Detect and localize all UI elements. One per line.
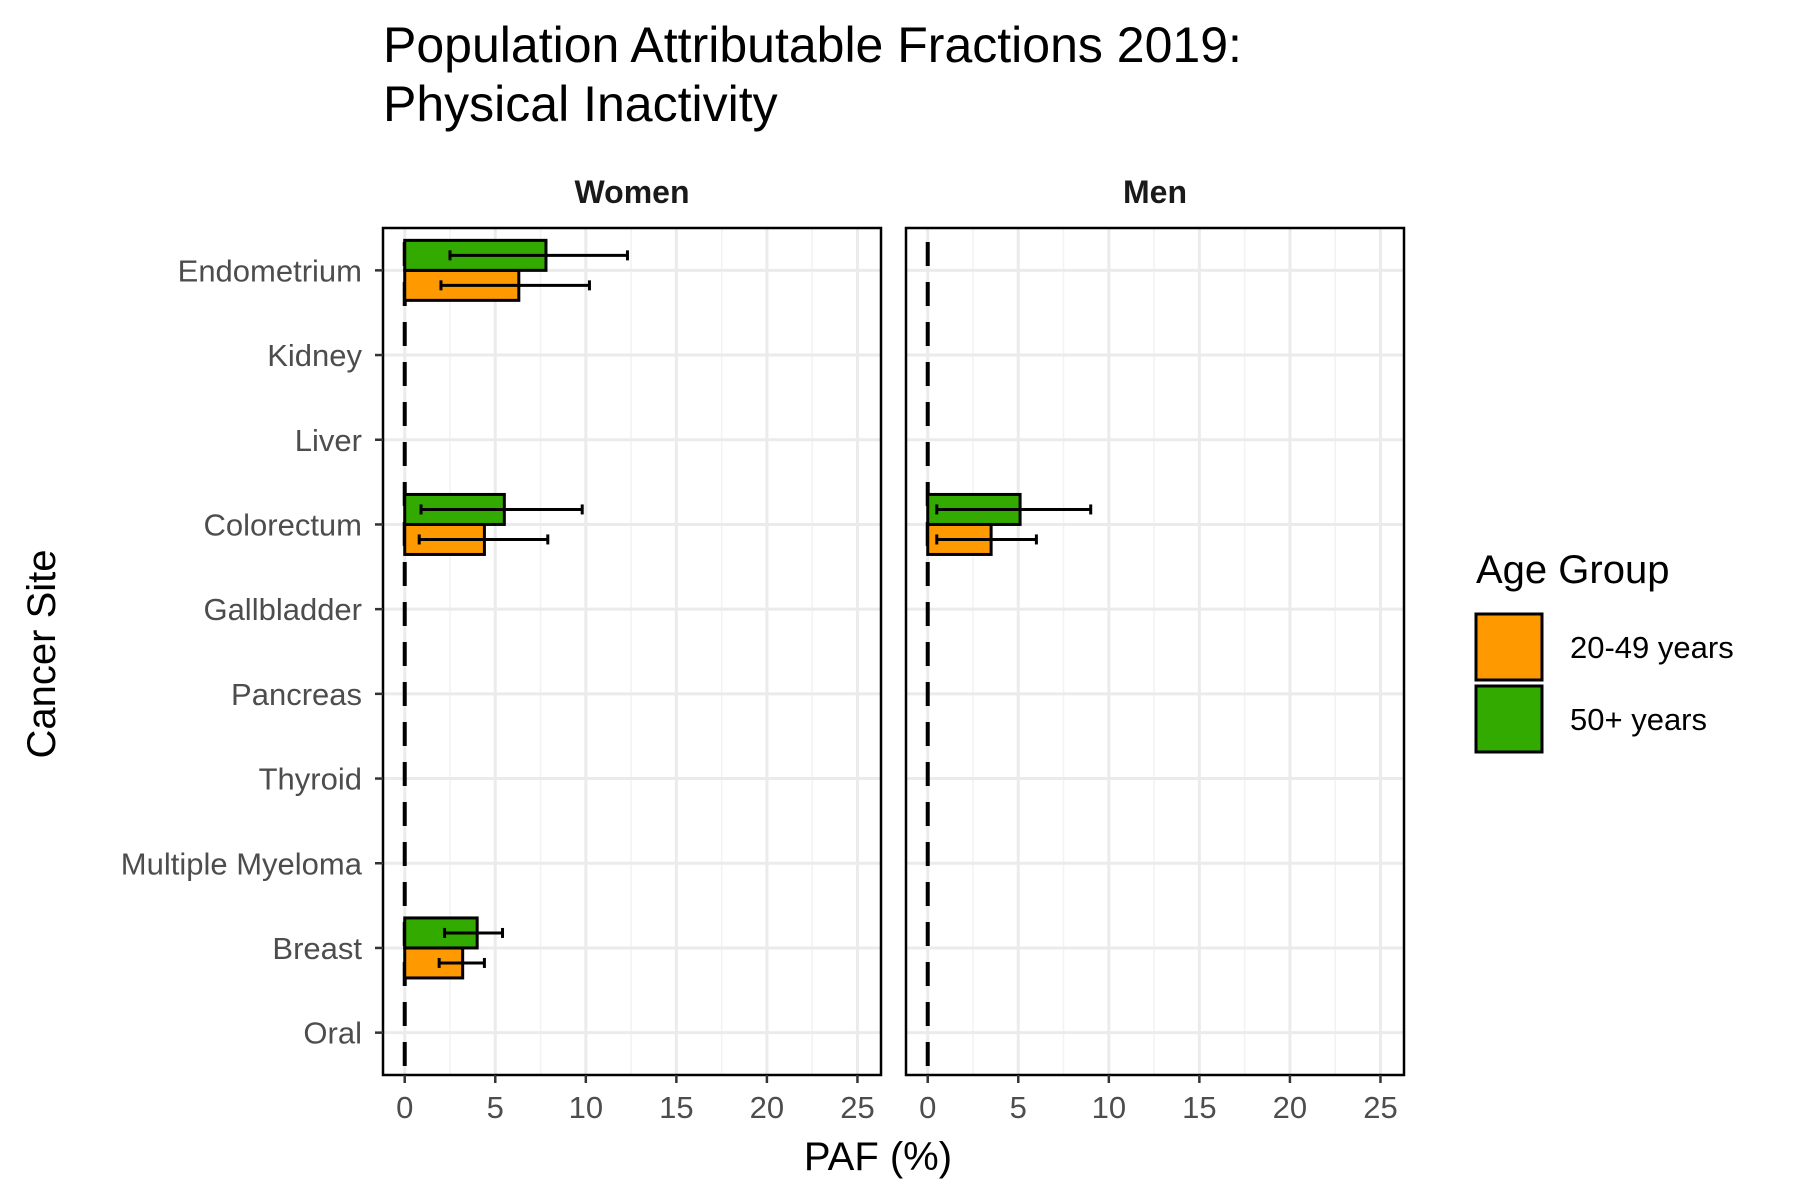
y-tick-label-pancreas: Pancreas [231, 677, 362, 712]
x-tick-label-men-20: 20 [1273, 1090, 1307, 1125]
panel-border-men [904, 226, 1406, 1077]
panel-men: Men 0 5 10 15 20 25 [904, 174, 1406, 1125]
error-bar-women-endometrium-50-years [448, 250, 629, 261]
legend: Age Group 20-49 years 50+ years [1474, 548, 1734, 754]
y-axis-tick-labels: Endometrium Kidney Liver Colorectum Gallblad… [121, 253, 383, 1051]
y-axis-title: Cancer Site [20, 550, 64, 759]
x-tick-label-women-10: 10 [569, 1090, 603, 1125]
y-tick-label-endometrium: Endometrium [178, 253, 362, 288]
x-tick-label-men-25: 25 [1363, 1090, 1397, 1125]
x-tick-label-women-20: 20 [750, 1090, 784, 1125]
legend-label-20-49-years: 20-49 years [1570, 630, 1734, 665]
x-axis-title: PAF (%) [804, 1135, 952, 1179]
error-bar-women-colorectum-20-49-years [417, 534, 550, 545]
x-tick-label-men-15: 15 [1182, 1090, 1216, 1125]
y-tick-label-colorectum: Colorectum [204, 507, 363, 542]
chart-title-line-2: Physical Inactivity [383, 76, 778, 132]
panel-title-women: Women [575, 174, 690, 210]
y-tick-label-thyroid: Thyroid [259, 762, 362, 797]
y-tick-label-multiple-myeloma: Multiple Myeloma [121, 846, 363, 881]
panel-border-women [381, 226, 883, 1077]
error-bar-men-colorectum-50-years [935, 504, 1093, 515]
legend-title: Age Group [1476, 548, 1669, 592]
error-bar-women-colorectum-50-years [419, 504, 584, 515]
x-tick-label-men-10: 10 [1092, 1090, 1126, 1125]
y-tick-label-liver: Liver [295, 423, 362, 458]
x-tick-label-women-0: 0 [396, 1090, 413, 1125]
error-bar-women-breast-20-49-years [437, 957, 486, 968]
y-tick-label-oral: Oral [303, 1016, 362, 1051]
x-tick-label-women-5: 5 [487, 1090, 504, 1125]
legend-key-20-49-years [1474, 612, 1544, 682]
y-tick-label-breast: Breast [272, 931, 362, 966]
x-tick-label-men-5: 5 [1010, 1090, 1027, 1125]
error-bar-women-endometrium-20-49-years [439, 280, 591, 291]
legend-label-50-years: 50+ years [1570, 702, 1707, 737]
facet-panels: Women 0 5 10 15 20 25 Men 0 5 10 15 20 25 [381, 174, 1406, 1125]
x-tick-label-women-15: 15 [659, 1090, 693, 1125]
panel-title-men: Men [1123, 174, 1187, 210]
error-bar-women-breast-50-years [443, 927, 505, 938]
y-tick-label-gallbladder: Gallbladder [203, 592, 362, 627]
x-tick-label-men-0: 0 [919, 1090, 936, 1125]
chart-title-line-1: Population Attributable Fractions 2019: [383, 17, 1242, 73]
y-tick-label-kidney: Kidney [267, 338, 362, 373]
error-bar-men-colorectum-20-49-years [935, 534, 1038, 545]
x-tick-label-women-25: 25 [840, 1090, 874, 1125]
panel-women: Women 0 5 10 15 20 25 [381, 174, 883, 1125]
legend-key-50-years [1474, 684, 1544, 754]
